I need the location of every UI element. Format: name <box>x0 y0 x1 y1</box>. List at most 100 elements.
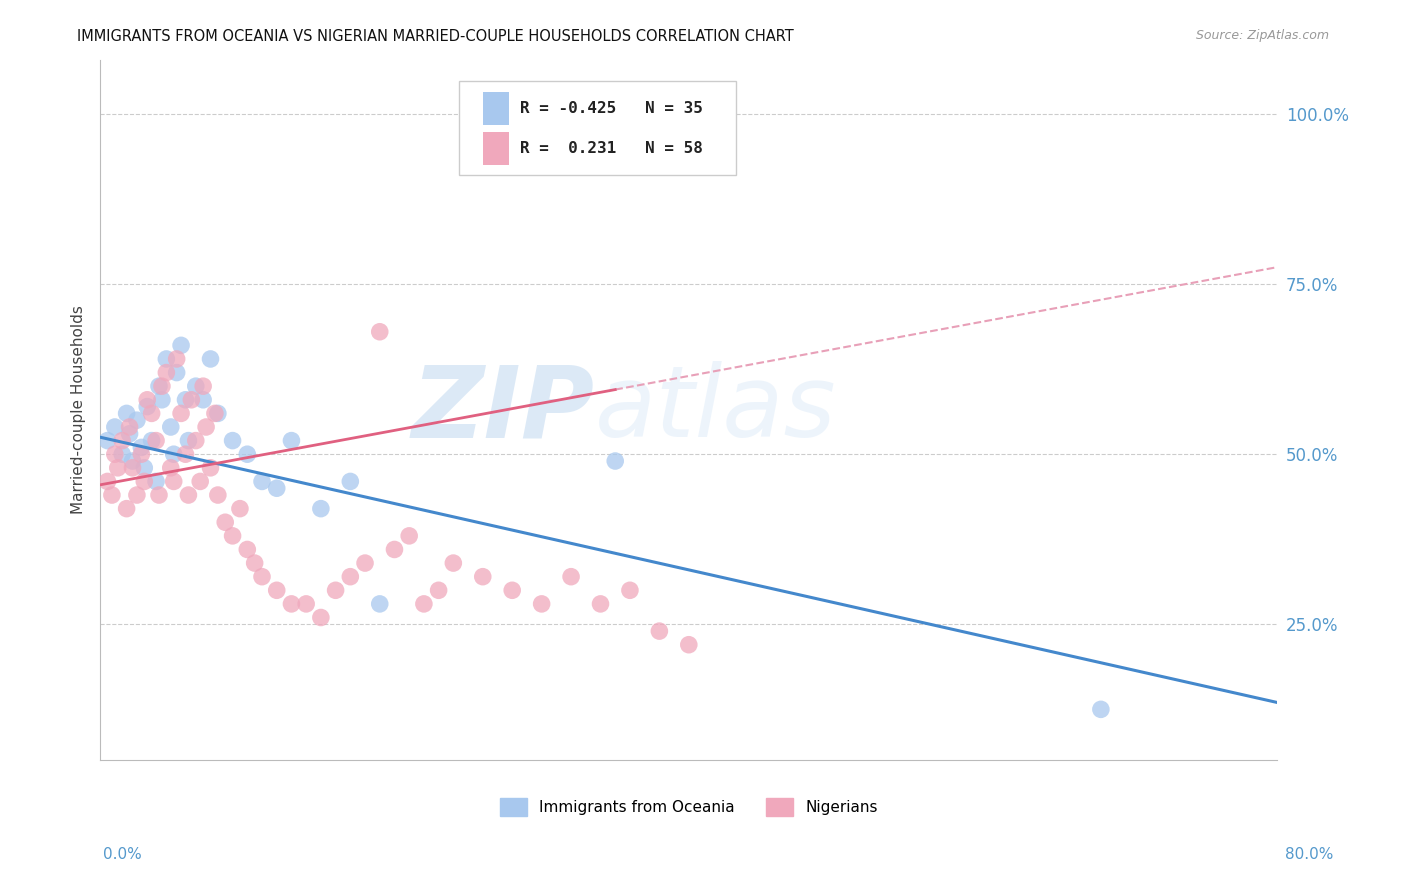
Point <box>412 597 434 611</box>
Point <box>221 529 243 543</box>
Point <box>131 447 153 461</box>
Point <box>441 556 464 570</box>
Point <box>155 366 177 380</box>
Point <box>204 406 226 420</box>
Point <box>427 583 450 598</box>
Point <box>104 447 127 461</box>
Point <box>177 488 200 502</box>
FancyBboxPatch shape <box>460 80 735 175</box>
Point <box>648 624 671 639</box>
Point <box>250 570 273 584</box>
Point <box>125 488 148 502</box>
Point <box>236 542 259 557</box>
Point <box>309 610 332 624</box>
Point <box>354 556 377 570</box>
Point <box>141 434 163 448</box>
Point <box>118 420 141 434</box>
Point <box>170 406 193 420</box>
Text: ZIP: ZIP <box>412 361 595 458</box>
Point <box>191 392 214 407</box>
Point <box>200 351 222 366</box>
Point <box>145 434 167 448</box>
Point <box>501 583 523 598</box>
Point <box>195 420 218 434</box>
Point <box>163 447 186 461</box>
Point <box>136 400 159 414</box>
Point <box>155 351 177 366</box>
Point <box>163 475 186 489</box>
Point <box>96 475 118 489</box>
Point <box>118 426 141 441</box>
Text: R = -0.425   N = 35: R = -0.425 N = 35 <box>520 101 703 116</box>
Point <box>121 460 143 475</box>
Point <box>180 392 202 407</box>
Point <box>1090 702 1112 716</box>
Point <box>111 434 134 448</box>
Point <box>619 583 641 598</box>
Point <box>243 556 266 570</box>
Point <box>150 392 173 407</box>
Point <box>325 583 347 598</box>
Point <box>191 379 214 393</box>
Point <box>134 460 156 475</box>
Point <box>111 447 134 461</box>
Legend: Immigrants from Oceania, Nigerians: Immigrants from Oceania, Nigerians <box>499 798 877 816</box>
Point <box>384 542 406 557</box>
Point <box>96 434 118 448</box>
Point <box>159 420 181 434</box>
Point <box>280 434 302 448</box>
Point <box>104 420 127 434</box>
Point <box>148 379 170 393</box>
Point <box>605 454 627 468</box>
Point <box>101 488 124 502</box>
Point <box>134 475 156 489</box>
Text: 80.0%: 80.0% <box>1285 847 1333 862</box>
Point <box>229 501 252 516</box>
Point <box>159 460 181 475</box>
Point <box>115 501 138 516</box>
Point <box>368 325 391 339</box>
Point <box>107 460 129 475</box>
Point <box>177 434 200 448</box>
Point <box>188 475 211 489</box>
Text: 0.0%: 0.0% <box>103 847 142 862</box>
Point <box>560 570 582 584</box>
Point <box>266 583 288 598</box>
Point <box>115 406 138 420</box>
Point <box>221 434 243 448</box>
Y-axis label: Married-couple Households: Married-couple Households <box>72 306 86 515</box>
Text: R =  0.231   N = 58: R = 0.231 N = 58 <box>520 141 703 156</box>
Point <box>136 392 159 407</box>
Point <box>398 529 420 543</box>
Point <box>214 515 236 529</box>
Point <box>150 379 173 393</box>
Point <box>309 501 332 516</box>
Point <box>207 406 229 420</box>
Point <box>184 434 207 448</box>
Text: IMMIGRANTS FROM OCEANIA VS NIGERIAN MARRIED-COUPLE HOUSEHOLDS CORRELATION CHART: IMMIGRANTS FROM OCEANIA VS NIGERIAN MARR… <box>77 29 794 44</box>
Point <box>174 447 197 461</box>
Point <box>207 488 229 502</box>
Point <box>339 475 361 489</box>
Point <box>174 392 197 407</box>
Point <box>145 475 167 489</box>
Point <box>166 351 188 366</box>
Point <box>589 597 612 611</box>
Text: Source: ZipAtlas.com: Source: ZipAtlas.com <box>1195 29 1329 42</box>
FancyBboxPatch shape <box>482 132 509 165</box>
Point <box>471 570 494 584</box>
Text: atlas: atlas <box>595 361 837 458</box>
Point <box>200 460 222 475</box>
Point <box>148 488 170 502</box>
Point <box>236 447 259 461</box>
Point <box>250 475 273 489</box>
Point <box>280 597 302 611</box>
Point <box>170 338 193 352</box>
Point <box>184 379 207 393</box>
Point <box>368 597 391 611</box>
Point <box>121 454 143 468</box>
Point <box>339 570 361 584</box>
FancyBboxPatch shape <box>482 92 509 126</box>
Point <box>131 441 153 455</box>
Point <box>166 366 188 380</box>
